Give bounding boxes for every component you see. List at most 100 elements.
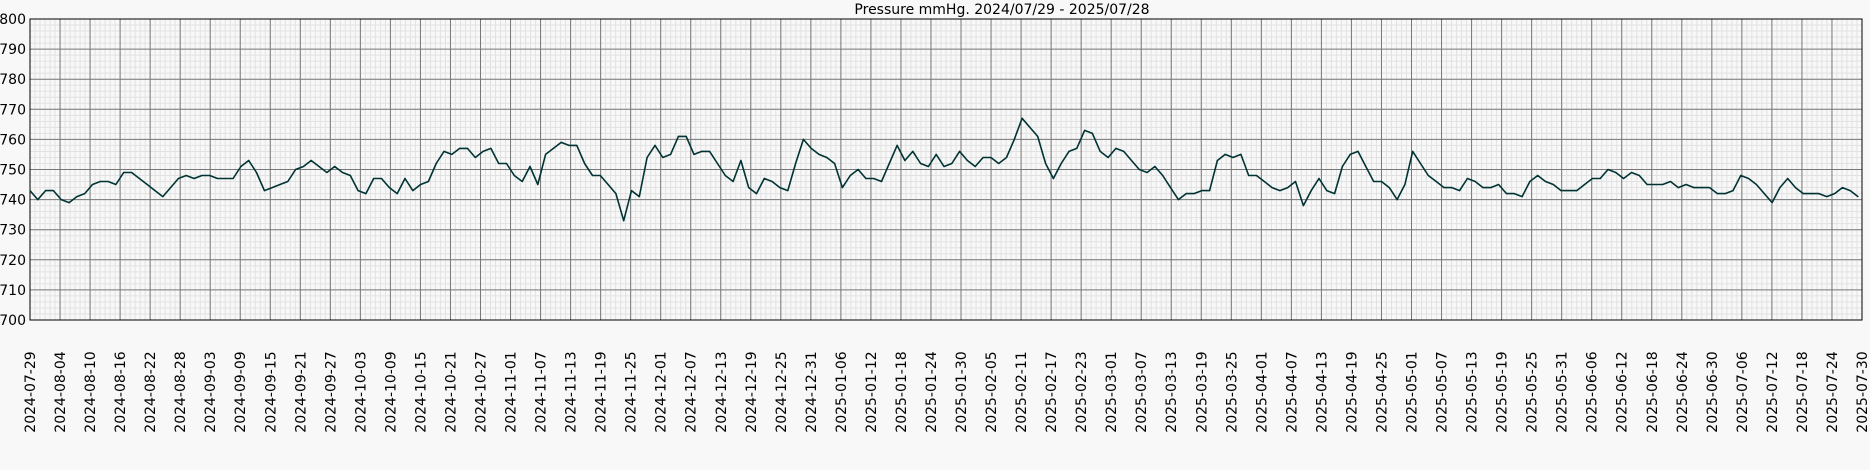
data-point	[216, 177, 219, 180]
data-point	[193, 177, 195, 180]
data-point	[1560, 190, 1562, 192]
data-point	[427, 180, 429, 183]
x-tick-label: 2025-05-01	[1405, 351, 1421, 432]
data-point	[451, 153, 453, 155]
data-point	[1490, 187, 1492, 189]
data-point	[1427, 174, 1429, 177]
data-point	[521, 180, 523, 183]
data-point	[76, 196, 78, 198]
data-point	[1279, 190, 1281, 192]
x-tick-label: 2024-10-27	[473, 351, 489, 432]
data-point	[1802, 193, 1804, 195]
data-point	[1224, 153, 1226, 155]
data-point	[1841, 187, 1843, 189]
data-point	[1513, 193, 1515, 195]
data-point	[1045, 162, 1047, 165]
data-point	[1326, 190, 1328, 192]
data-point	[693, 153, 695, 155]
data-point	[1162, 174, 1164, 177]
data-point	[623, 220, 625, 222]
data-point	[154, 190, 156, 192]
data-point	[740, 159, 742, 162]
x-tick-label: 2025-04-01	[1254, 351, 1270, 432]
x-tick-label: 2024-08-16	[113, 351, 129, 432]
data-point	[1505, 193, 1508, 195]
x-tick-label: 2025-02-05	[984, 351, 1000, 432]
x-tick-label: 2025-01-30	[954, 351, 970, 432]
data-point	[818, 153, 820, 155]
data-point	[1404, 183, 1406, 186]
data-point	[873, 177, 875, 180]
data-point	[795, 162, 797, 165]
data-point	[1576, 190, 1578, 192]
x-tick-label: 2025-06-30	[1705, 351, 1721, 432]
x-tick-label: 2025-07-06	[1735, 351, 1751, 432]
data-point	[1412, 150, 1414, 152]
data-point	[1310, 190, 1312, 192]
data-point	[1365, 165, 1367, 168]
x-tick-label: 2025-02-23	[1074, 351, 1090, 432]
data-point	[1060, 162, 1062, 165]
data-point	[1076, 147, 1078, 149]
data-point	[1294, 180, 1297, 183]
data-point	[888, 162, 890, 165]
x-tick-label: 2025-05-13	[1465, 351, 1481, 432]
data-point	[646, 156, 648, 159]
data-point	[1677, 187, 1679, 189]
x-tick-label: 2025-01-24	[924, 351, 940, 432]
data-point	[388, 187, 390, 189]
data-point	[29, 190, 31, 192]
x-tick-label: 2025-02-11	[1014, 351, 1030, 432]
data-point	[170, 187, 172, 189]
data-point	[1810, 193, 1812, 195]
chart-title: Pressure mmHg. 2024/07/29 - 2025/07/28	[854, 2, 1149, 18]
data-point	[177, 177, 179, 180]
data-point	[1115, 147, 1117, 149]
data-point	[1787, 177, 1789, 180]
data-point	[904, 159, 906, 162]
data-point	[1349, 153, 1351, 155]
data-point	[1388, 187, 1390, 189]
x-tick-label: 2025-02-17	[1044, 351, 1060, 432]
data-point	[490, 147, 492, 149]
data-point	[412, 190, 414, 192]
data-point	[1701, 187, 1703, 189]
data-point	[52, 190, 55, 192]
x-tick-label: 2025-03-25	[1224, 351, 1240, 432]
data-point	[232, 177, 234, 180]
data-point	[404, 177, 406, 180]
x-tick-label: 2025-07-24	[1825, 351, 1841, 432]
data-point	[763, 177, 765, 180]
data-point	[1451, 187, 1453, 189]
data-point	[1466, 177, 1468, 180]
data-point	[365, 193, 367, 195]
data-point	[1716, 193, 1718, 195]
data-point	[482, 150, 484, 152]
data-point	[1537, 174, 1539, 177]
data-point	[1857, 196, 1859, 198]
data-point	[529, 165, 531, 168]
x-tick-label: 2025-03-07	[1134, 351, 1150, 432]
data-point	[584, 162, 586, 165]
x-tick-label: 2024-12-25	[774, 351, 790, 432]
x-tick-label: 2025-06-18	[1645, 351, 1661, 432]
data-point	[1021, 117, 1023, 119]
data-point	[810, 147, 812, 149]
data-point	[1123, 150, 1125, 152]
x-tick-label: 2024-08-28	[173, 351, 189, 432]
y-tick-label: 700	[0, 313, 26, 329]
data-point	[1052, 177, 1054, 180]
data-point	[302, 165, 304, 168]
x-tick-label: 2024-11-13	[564, 351, 580, 432]
x-tick-label: 2024-11-25	[624, 351, 640, 432]
y-axis: 700 710 720 730 740 750 760 770 780 790 800	[0, 12, 26, 329]
x-tick-label: 2024-09-09	[233, 351, 249, 432]
data-point	[1826, 196, 1828, 198]
data-point	[849, 174, 851, 177]
data-point	[1755, 183, 1757, 186]
data-point	[1794, 187, 1797, 189]
data-point	[396, 193, 398, 195]
x-tick-label: 2024-11-07	[534, 351, 550, 432]
x-tick-label: 2025-04-07	[1284, 351, 1300, 432]
data-point	[1724, 193, 1726, 195]
